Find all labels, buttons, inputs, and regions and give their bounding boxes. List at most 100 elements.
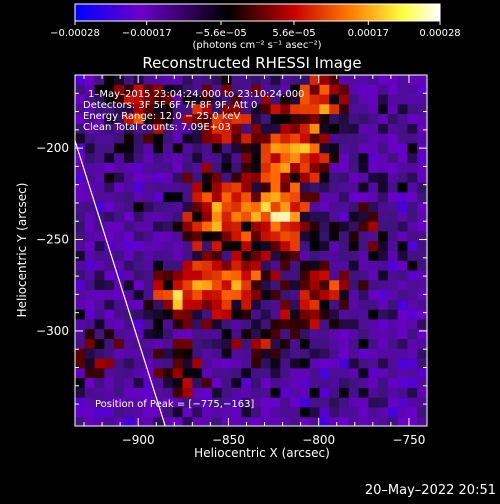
- heatmap-pixel: [104, 211, 115, 223]
- heatmap-pixel: [143, 114, 154, 125]
- heatmap-pixel: [299, 368, 311, 379]
- heatmap-pixel: [104, 241, 115, 252]
- heatmap-pixel: [387, 378, 399, 389]
- heatmap-pixel: [280, 397, 291, 409]
- heatmap-pixel: [104, 260, 115, 272]
- heatmap-pixel: [378, 260, 389, 272]
- heatmap-pixel: [270, 387, 281, 399]
- heatmap-pixel: [339, 75, 350, 86]
- heatmap-pixel: [172, 211, 184, 223]
- heatmap-pixel: [221, 114, 233, 125]
- heatmap-pixel: [221, 123, 233, 135]
- heatmap-pixel: [202, 241, 213, 252]
- heatmap-pixel: [378, 163, 389, 174]
- heatmap-pixel: [251, 397, 262, 409]
- heatmap-pixel: [114, 75, 125, 86]
- heatmap-pixel: [387, 299, 399, 311]
- heatmap-pixel: [358, 280, 369, 291]
- heatmap-pixel: [211, 75, 223, 86]
- heatmap-pixel: [221, 397, 233, 409]
- heatmap-pixel: [114, 270, 125, 281]
- heatmap-pixel: [329, 94, 340, 105]
- heatmap-pixel: [378, 231, 389, 242]
- heatmap-pixel: [94, 397, 105, 409]
- heatmap-pixel: [309, 104, 321, 115]
- heatmap-pixel: [192, 407, 203, 418]
- heatmap-pixel: [270, 407, 281, 418]
- heatmap-pixel: [182, 387, 193, 399]
- heatmap-pixel: [172, 153, 184, 164]
- heatmap-pixel: [114, 260, 125, 272]
- heatmap-pixel: [75, 231, 86, 242]
- heatmap-pixel: [397, 417, 409, 426]
- heatmap-pixel: [163, 94, 174, 105]
- heatmap-pixel: [202, 182, 213, 193]
- heatmap-pixel: [387, 153, 399, 164]
- heatmap-pixel: [163, 339, 174, 350]
- heatmap-pixel: [153, 348, 164, 360]
- heatmap-pixel: [299, 172, 311, 184]
- heatmap-pixel: [221, 94, 233, 105]
- heatmap-pixel: [241, 270, 252, 281]
- heatmap-pixel: [241, 192, 252, 203]
- colorbar-tick-label: 0.00028: [419, 28, 460, 39]
- heatmap-pixel: [143, 280, 154, 291]
- heatmap-pixel: [163, 104, 174, 115]
- heatmap-pixel: [211, 309, 223, 321]
- heatmap-pixel: [329, 104, 340, 115]
- heatmap-pixel: [123, 192, 135, 203]
- heatmap-pixel: [84, 339, 96, 350]
- heatmap-pixel: [192, 260, 203, 272]
- heatmap-pixel: [358, 348, 369, 360]
- heatmap-pixel: [329, 192, 340, 203]
- heatmap-pixel: [104, 153, 115, 164]
- heatmap-pixel: [114, 163, 125, 174]
- heatmap-pixel: [339, 397, 350, 409]
- heatmap-pixel: [84, 75, 96, 86]
- heatmap-pixel: [221, 348, 233, 360]
- heatmap-pixel: [368, 211, 379, 223]
- heatmap-pixel: [163, 299, 174, 311]
- heatmap-pixel: [368, 231, 379, 242]
- heatmap-pixel: [192, 75, 203, 86]
- heatmap-pixel: [143, 251, 154, 262]
- heatmap-pixel: [143, 75, 154, 86]
- heatmap-pixel: [407, 319, 418, 330]
- heatmap-pixel: [94, 133, 105, 145]
- heatmap-pixel: [104, 94, 115, 105]
- heatmap-pixel: [182, 163, 193, 174]
- heatmap-pixel: [153, 270, 164, 281]
- heatmap-pixel: [358, 339, 369, 350]
- heatmap-pixel: [133, 123, 145, 135]
- heatmap-pixel: [211, 290, 223, 301]
- heatmap-pixel: [290, 221, 301, 233]
- heatmap-pixel: [221, 133, 233, 145]
- heatmap-pixel: [172, 75, 184, 86]
- heatmap-pixel: [104, 339, 115, 350]
- heatmap-pixel: [348, 407, 360, 418]
- heatmap-pixel: [123, 104, 135, 115]
- heatmap-pixel: [84, 94, 96, 105]
- heatmap-pixel: [329, 231, 340, 242]
- heatmap-pixel: [280, 407, 291, 418]
- heatmap-pixel: [231, 172, 242, 184]
- heatmap-pixel: [172, 387, 184, 399]
- heatmap-pixel: [339, 241, 350, 252]
- heatmap-pixel: [241, 329, 252, 340]
- heatmap-pixel: [202, 172, 213, 184]
- heatmap-pixel: [299, 133, 311, 145]
- heatmap-pixel: [182, 211, 193, 223]
- heatmap-pixel: [339, 172, 350, 184]
- heatmap-pixel: [407, 143, 418, 154]
- heatmap-pixel: [339, 358, 350, 369]
- heatmap-pixel: [192, 143, 203, 154]
- heatmap-pixel: [172, 182, 184, 193]
- heatmap-pixel: [182, 182, 193, 193]
- heatmap-pixel: [358, 163, 369, 174]
- heatmap-pixel: [211, 397, 223, 409]
- heatmap-pixel: [387, 329, 399, 340]
- annotation-block: 1–May–2015 23:04:24.000 to 23:10:24.000D…: [83, 89, 304, 410]
- heatmap-pixel: [290, 94, 301, 105]
- heatmap-pixel: [387, 192, 399, 203]
- heatmap-pixel: [251, 192, 262, 203]
